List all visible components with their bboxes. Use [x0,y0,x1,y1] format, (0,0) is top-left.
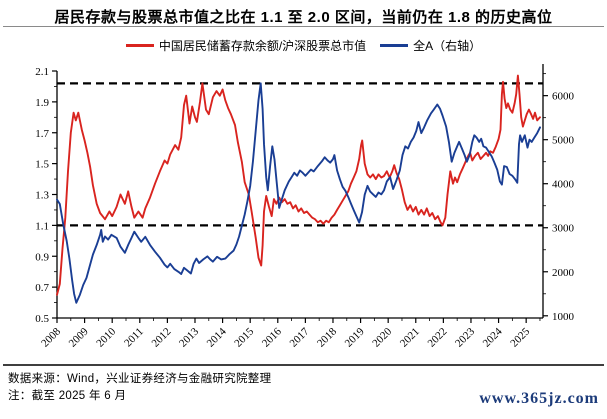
blue-line-swatch-icon [380,43,409,47]
as-of-date-note: 注：截至 2025 年 6 月 [8,390,127,402]
x-axis-tick-label: 2012 [149,326,173,350]
site-watermark: www.365jz.com [479,390,599,407]
legend-item-quan-a: 全A（右轴） [380,37,481,54]
x-axis-tick-label: 2011 [122,326,146,350]
x-axis-tick-label: 2020 [370,325,394,349]
legend-item-deposit-ratio: 中国居民储蓄存款余额/沪深股票总市值 [125,37,367,54]
red-line-swatch-icon [125,43,154,47]
x-axis-tick-label: 2009 [67,325,91,349]
legend-label-quan-a: 全A（右轴） [413,38,482,53]
chart-legend: 中国居民储蓄存款余额/沪深股票总市值 全A（右轴） [0,37,607,53]
right-axis-tick-label: 6000 [552,91,575,103]
x-axis-tick-label: 2023 [453,325,477,349]
left-axis-tick-label: 1.5 [35,159,49,171]
x-axis-tick-label: 2019 [343,325,367,349]
x-axis-tick-label: 2010 [94,325,118,349]
left-axis-tick-label: 0.9 [35,251,49,263]
x-axis-tick-label: 2008 [39,325,63,349]
x-axis-tick-label: 2013 [177,325,201,349]
x-axis-tick-label: 2021 [398,326,422,350]
deposit-ratio-series-line [56,74,541,296]
chart-title: 居民存款与股票总市值之比在 1.1 至 2.0 区间，当前仍在 1.8 的历史高… [54,9,553,26]
right-axis-tick-label: 1000 [552,311,575,323]
left-axis-tick-label: 1.7 [35,128,49,140]
x-axis-tick-label: 2018 [315,325,339,349]
left-axis-tick-label: 1.1 [35,220,49,232]
right-axis-tick-label: 4000 [552,179,575,191]
footer-divider [3,364,604,366]
right-axis-tick-label: 5000 [552,135,575,147]
left-axis-tick-label: 0.5 [35,313,49,325]
title-divider [3,26,604,27]
x-axis-tick-label: 2014 [205,325,229,349]
x-axis-tick-label: 2024 [481,325,505,349]
data-source-note: 数据来源：Wind，兴业证券经济与金融研究院整理 [8,373,272,385]
x-axis-tick-label: 2016 [260,325,284,349]
left-axis-tick-label: 1.9 [35,97,49,109]
left-axis-tick-label: 0.7 [35,282,49,294]
quan-a-series-line [56,82,541,304]
x-axis-tick-label: 2025 [508,325,532,349]
left-axis-tick-label: 1.3 [35,190,49,202]
x-axis-tick-label: 2015 [232,325,256,349]
left-axis-tick-label: 2.1 [35,66,49,78]
right-axis-tick-label: 2000 [552,267,575,279]
x-axis-tick-label: 2017 [287,325,311,349]
right-axis-tick-label: 3000 [552,223,575,235]
x-axis-tick-label: 2022 [425,326,449,350]
legend-label-deposit-ratio: 中国居民储蓄存款余额/沪深股票总市值 [158,38,367,53]
